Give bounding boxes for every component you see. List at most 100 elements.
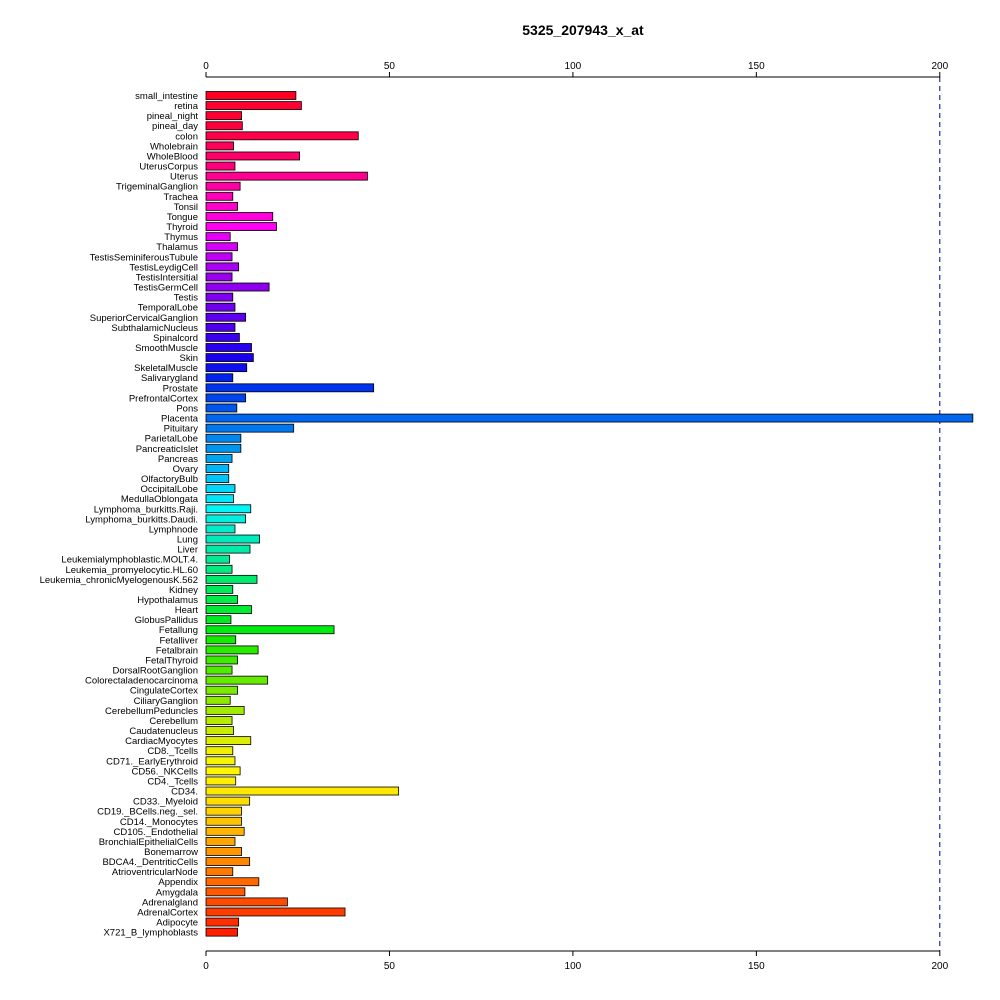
- bottom-axis-tick-label: 200: [931, 961, 948, 972]
- category-label: TestisLeydigCell: [129, 262, 198, 273]
- bar: [205, 212, 274, 221]
- bar: [205, 847, 242, 856]
- bar: [205, 887, 246, 897]
- bars-group: [205, 91, 974, 937]
- category-label: Salivarygland: [141, 373, 198, 384]
- bar: [205, 857, 251, 866]
- category-label: Pituitary: [164, 424, 199, 435]
- bar: [205, 695, 231, 705]
- bar: [205, 635, 237, 645]
- bar: [205, 665, 233, 675]
- category-label: TestisIntersitial: [136, 272, 198, 283]
- category-label: Leukemia_chronicMyelogenousK.562: [40, 575, 198, 586]
- category-label: WholeBlood: [147, 151, 198, 162]
- bar: [205, 292, 234, 302]
- bar: [205, 766, 241, 776]
- category-label: Lung: [177, 535, 198, 546]
- category-label: TestisSeminiferousTubule: [90, 252, 198, 263]
- chart-title: 5325_207943_x_at: [522, 22, 644, 38]
- bar: [205, 141, 234, 151]
- category-label: GlobusPallidus: [135, 615, 199, 626]
- bar: [205, 826, 245, 836]
- category-label: MedullaOblongata: [121, 494, 199, 505]
- bar: [205, 564, 233, 574]
- top-axis-tick-label: 0: [203, 61, 209, 72]
- category-label: CD34.: [171, 787, 198, 798]
- bar: [205, 363, 248, 373]
- bar: [205, 554, 230, 564]
- category-label: OccipitalLobe: [140, 484, 198, 495]
- bar: [205, 645, 259, 655]
- category-label: CD105._Endothelial: [113, 827, 198, 838]
- category-label: Pons: [176, 403, 198, 414]
- category-label: Heart: [175, 605, 199, 616]
- category-label: Colorectaladenocarcinoma: [85, 676, 199, 687]
- category-label: Adrenalgland: [142, 897, 198, 908]
- bar: [205, 121, 243, 131]
- bar: [205, 655, 238, 665]
- category-label: CD56._NKCells: [131, 766, 198, 777]
- bar: [205, 262, 240, 272]
- category-label: CD4._Tcells: [147, 776, 198, 787]
- category-label: DorsalRootGanglion: [112, 666, 198, 677]
- category-label: CerebellumPeduncles: [105, 706, 198, 717]
- bar: [205, 796, 251, 806]
- category-label: BronchialEpithelialCells: [99, 837, 199, 848]
- bar: [205, 474, 230, 483]
- bar: [205, 494, 234, 504]
- category-label: pineal_night: [147, 111, 199, 122]
- category-label: Lymphoma_burkitts.Daudi.: [85, 514, 198, 525]
- category-label: Testis: [174, 293, 199, 304]
- bar: [205, 181, 241, 191]
- category-label: CD33._Myeloid: [133, 797, 198, 808]
- bar: [205, 191, 234, 201]
- bar: [205, 222, 277, 231]
- bar: [205, 353, 254, 362]
- category-label: OlfactoryBulb: [141, 474, 198, 485]
- bar: [205, 917, 240, 927]
- bar: [205, 776, 237, 786]
- category-label: pineal_day: [152, 121, 198, 132]
- bar: [205, 574, 258, 584]
- category-label: Leukemialymphoblastic.MOLT.4.: [61, 555, 198, 566]
- bar: [205, 423, 295, 433]
- category-label: Prostate: [163, 383, 198, 394]
- category-label: TrigeminalGanglion: [116, 182, 198, 193]
- category-label: Ovary: [173, 464, 199, 475]
- bar: [205, 312, 247, 322]
- bar: [205, 514, 247, 524]
- category-label: Pancreas: [158, 454, 198, 465]
- bottom-axis-tick-label: 0: [203, 961, 209, 972]
- bar: [205, 413, 974, 423]
- bar: [205, 746, 234, 756]
- category-label: CiliaryGanglion: [134, 696, 198, 707]
- category-label: CardiacMyocytes: [125, 736, 198, 747]
- bar: [205, 877, 260, 887]
- category-label: Spinalcord: [153, 333, 198, 344]
- top-axis-tick-label: 200: [931, 61, 948, 72]
- bar: [205, 524, 236, 534]
- category-label: Thymus: [164, 232, 198, 243]
- category-label: Adipocyte: [156, 918, 198, 929]
- bar: [205, 625, 335, 635]
- category-label: CD14._Monocytes: [120, 817, 198, 828]
- category-label: CD71._EarlyErythroid: [106, 756, 198, 767]
- bar: [205, 272, 233, 282]
- bar: [205, 837, 236, 846]
- bar: [205, 302, 236, 312]
- category-label: CD8._Tcells: [147, 746, 198, 757]
- category-label: Hypothalamus: [137, 595, 198, 606]
- bar: [205, 91, 297, 100]
- bar: [205, 373, 234, 383]
- bar: [205, 756, 236, 766]
- bar: [205, 282, 270, 292]
- bar: [205, 101, 302, 110]
- bottom-axis-tick-label: 50: [384, 961, 396, 972]
- bar: [205, 605, 252, 614]
- bar: [205, 726, 234, 735]
- bar: [205, 111, 242, 121]
- category-label: retina: [174, 101, 198, 112]
- category-label: X721_B_lymphoblasts: [103, 928, 198, 939]
- bar: [205, 383, 375, 393]
- category-label: SkeletalMuscle: [134, 363, 198, 374]
